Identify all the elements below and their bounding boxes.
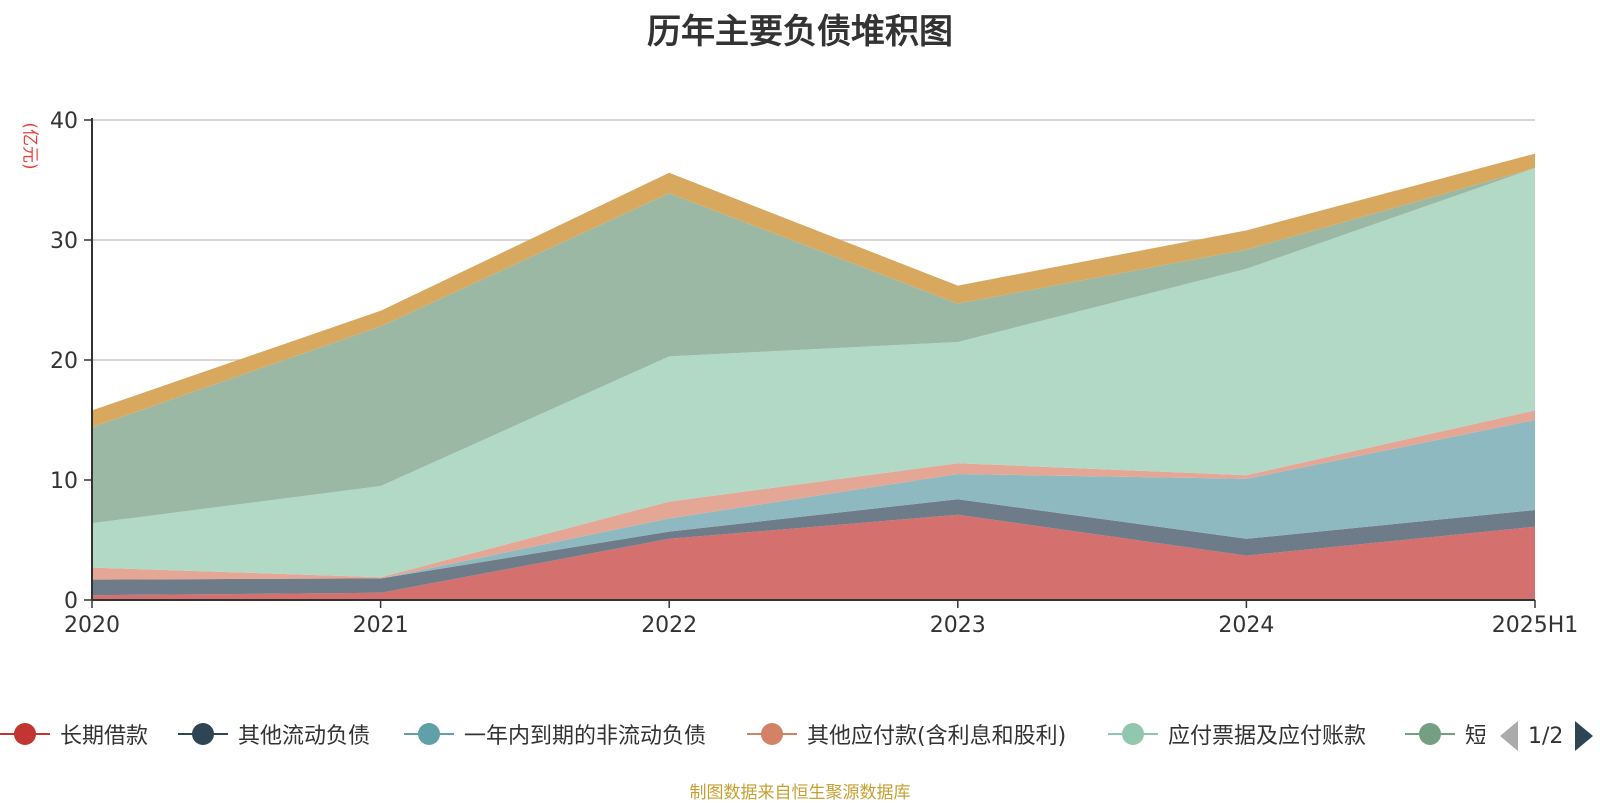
x-tick-label: 2023 bbox=[930, 613, 986, 638]
legend-page-indicator: 1/2 bbox=[1528, 724, 1563, 749]
x-tick-label: 2024 bbox=[1218, 613, 1274, 638]
legend-marker-icon bbox=[747, 714, 797, 754]
legend-label: 应付票据及应付账款 bbox=[1168, 718, 1366, 750]
y-tick-label: 10 bbox=[50, 469, 78, 494]
chart-legend: 长期借款 其他流动负债 一年内到期的非流动负债 其他应付款(含利息和股利) 应付票据及应… bbox=[0, 714, 1485, 754]
y-tick-label: 0 bbox=[64, 589, 78, 614]
legend-marker-icon bbox=[178, 714, 228, 754]
legend-marker-icon bbox=[0, 714, 50, 754]
x-tick-label: 2022 bbox=[641, 613, 697, 638]
legend-prev-page-icon[interactable] bbox=[1500, 721, 1518, 751]
legend-item[interactable]: 其他应付款(含利息和股利) bbox=[747, 714, 1066, 754]
legend-pager: 1/2 bbox=[1500, 716, 1593, 756]
legend-item[interactable]: 短 bbox=[1405, 714, 1485, 754]
legend-item[interactable]: 其他流动负债 bbox=[178, 714, 370, 754]
legend-label: 长期借款 bbox=[60, 718, 148, 750]
x-tick-label: 2021 bbox=[353, 613, 409, 638]
legend-label: 短 bbox=[1465, 718, 1485, 750]
x-tick-label: 2025H1 bbox=[1492, 613, 1579, 638]
legend-item[interactable]: 一年内到期的非流动负债 bbox=[404, 714, 706, 754]
legend-item[interactable]: 长期借款 bbox=[0, 714, 148, 754]
legend-item[interactable]: 应付票据及应付账款 bbox=[1108, 714, 1366, 754]
y-tick-label: 40 bbox=[50, 109, 78, 134]
legend-marker-icon bbox=[404, 714, 454, 754]
legend-marker-icon bbox=[1405, 714, 1455, 754]
legend-marker-icon bbox=[1108, 714, 1158, 754]
y-tick-label: 30 bbox=[50, 229, 78, 254]
y-tick-label: 20 bbox=[50, 349, 78, 374]
legend-next-page-icon[interactable] bbox=[1575, 721, 1593, 751]
x-tick-label: 2020 bbox=[64, 613, 120, 638]
legend-label: 其他流动负债 bbox=[238, 718, 370, 750]
legend-label: 一年内到期的非流动负债 bbox=[464, 718, 706, 750]
data-source-note: 制图数据来自恒生聚源数据库 bbox=[0, 778, 1600, 803]
legend-label: 其他应付款(含利息和股利) bbox=[807, 718, 1066, 750]
